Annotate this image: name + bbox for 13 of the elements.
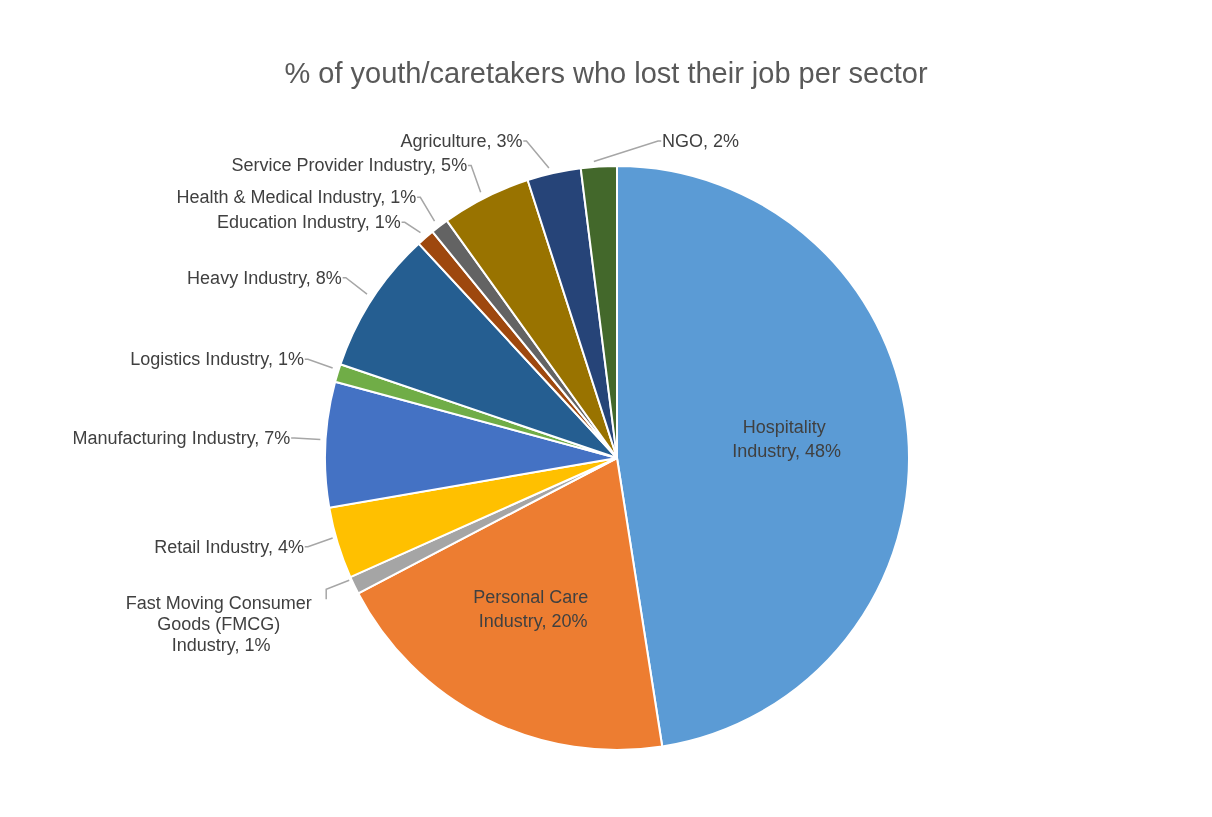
slice-label: Agriculture, 3% xyxy=(400,131,523,151)
slice-label: Personal Care Industry, 20% xyxy=(473,587,594,632)
slice-label: Health & Medical Industry, 1% xyxy=(176,187,417,208)
slice-label: Logistics Industry, 1% xyxy=(130,349,304,370)
slice-label: Retail Industry, 4% xyxy=(154,536,304,557)
slice-label: Heavy Industry, 8% xyxy=(187,267,342,288)
slice-label: Fast Moving Consumer Goods (FMCG) Industry, 1% xyxy=(125,593,317,656)
slice-label: Manufacturing Industry, 7% xyxy=(72,427,291,448)
chart-title: % of youth/caretakers who lost their job per sector xyxy=(284,57,928,89)
slice-label: Hospitality Industry, 48% xyxy=(732,417,842,462)
slice-label: NGO, 2% xyxy=(662,131,740,151)
slice-label: Service Provider Industry, 5% xyxy=(231,155,468,176)
slice-label: Education Industry, 1% xyxy=(217,212,401,233)
